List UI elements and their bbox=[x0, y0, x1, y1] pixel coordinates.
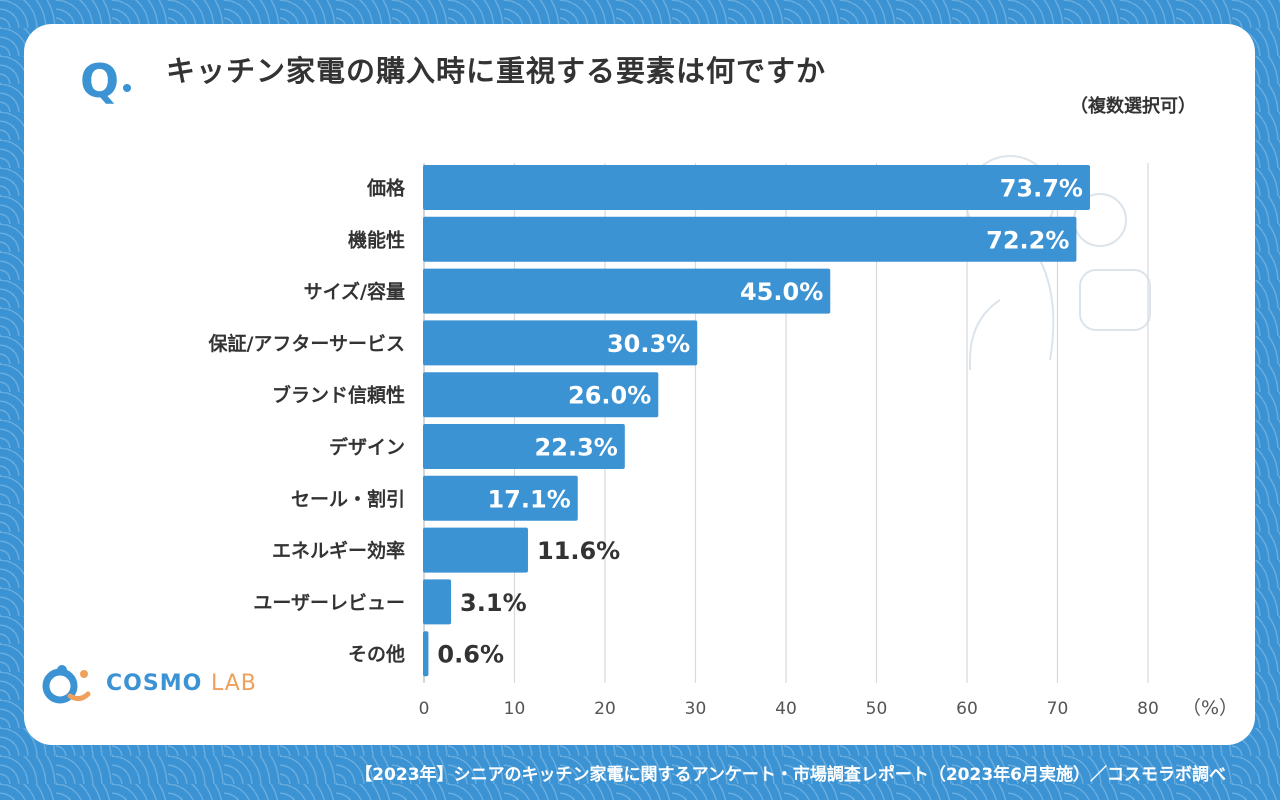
multiple-choice-note: （複数選択可） bbox=[1070, 96, 1196, 117]
chart-title: キッチン家電の購入時に重視する要素は何ですか bbox=[166, 54, 827, 88]
question-mark: Q bbox=[80, 54, 120, 108]
category-label: ユーザーレビュー bbox=[253, 592, 405, 614]
category-label: その他 bbox=[348, 643, 405, 666]
logo-text-sub: LAB bbox=[210, 671, 257, 696]
x-tick-label: 70 bbox=[1047, 699, 1069, 719]
category-label: デザイン bbox=[329, 436, 405, 459]
category-label: 保証/アフターサービス bbox=[207, 332, 405, 355]
value-label: 11.6% bbox=[537, 537, 620, 565]
x-tick-label: 10 bbox=[504, 699, 526, 719]
x-tick-label: 20 bbox=[594, 699, 616, 719]
bar bbox=[423, 320, 698, 366]
x-tick-label: 0 bbox=[419, 699, 430, 719]
value-label: 3.1% bbox=[460, 589, 527, 617]
x-tick-label: 60 bbox=[956, 699, 978, 719]
bar bbox=[423, 475, 578, 521]
x-tick-label: 50 bbox=[866, 699, 888, 719]
bar bbox=[423, 424, 625, 469]
value-label: 72.2% bbox=[986, 226, 1069, 254]
logo-text-main: COSMO bbox=[106, 671, 203, 696]
bar bbox=[423, 631, 429, 677]
source-footer: 【2023年】シニアのキッチン家電に関するアンケート・市場調査レポート（2023… bbox=[355, 765, 1226, 785]
category-label: エネルギー効率 bbox=[272, 539, 405, 562]
category-label: セール・割引 bbox=[291, 487, 405, 510]
x-axis-unit: （%） bbox=[1182, 697, 1238, 719]
value-label: 45.0% bbox=[740, 278, 823, 306]
value-label: 22.3% bbox=[535, 434, 618, 462]
cosmo-lab-logo: COSMO LAB bbox=[22, 660, 256, 710]
value-label: 30.3% bbox=[607, 330, 690, 358]
bar bbox=[423, 527, 528, 573]
x-tick-label: 30 bbox=[685, 699, 707, 719]
bar bbox=[423, 216, 1077, 262]
category-label: ブランド信頼性 bbox=[272, 384, 405, 407]
question-dot bbox=[123, 84, 131, 92]
value-label: 17.1% bbox=[487, 485, 570, 513]
bar bbox=[423, 268, 831, 314]
x-tick-label: 80 bbox=[1137, 699, 1159, 719]
bar bbox=[423, 372, 659, 418]
bar bbox=[423, 579, 452, 625]
category-label: 機能性 bbox=[348, 228, 405, 251]
value-label: 26.0% bbox=[568, 382, 651, 410]
value-label: 0.6% bbox=[437, 641, 504, 669]
value-label: 73.7% bbox=[1000, 175, 1083, 203]
bar bbox=[423, 165, 1090, 210]
category-label: 価格 bbox=[366, 177, 406, 200]
x-tick-label: 40 bbox=[775, 699, 797, 719]
category-label: サイズ/容量 bbox=[304, 280, 405, 303]
logo-mark-icon bbox=[42, 665, 91, 704]
